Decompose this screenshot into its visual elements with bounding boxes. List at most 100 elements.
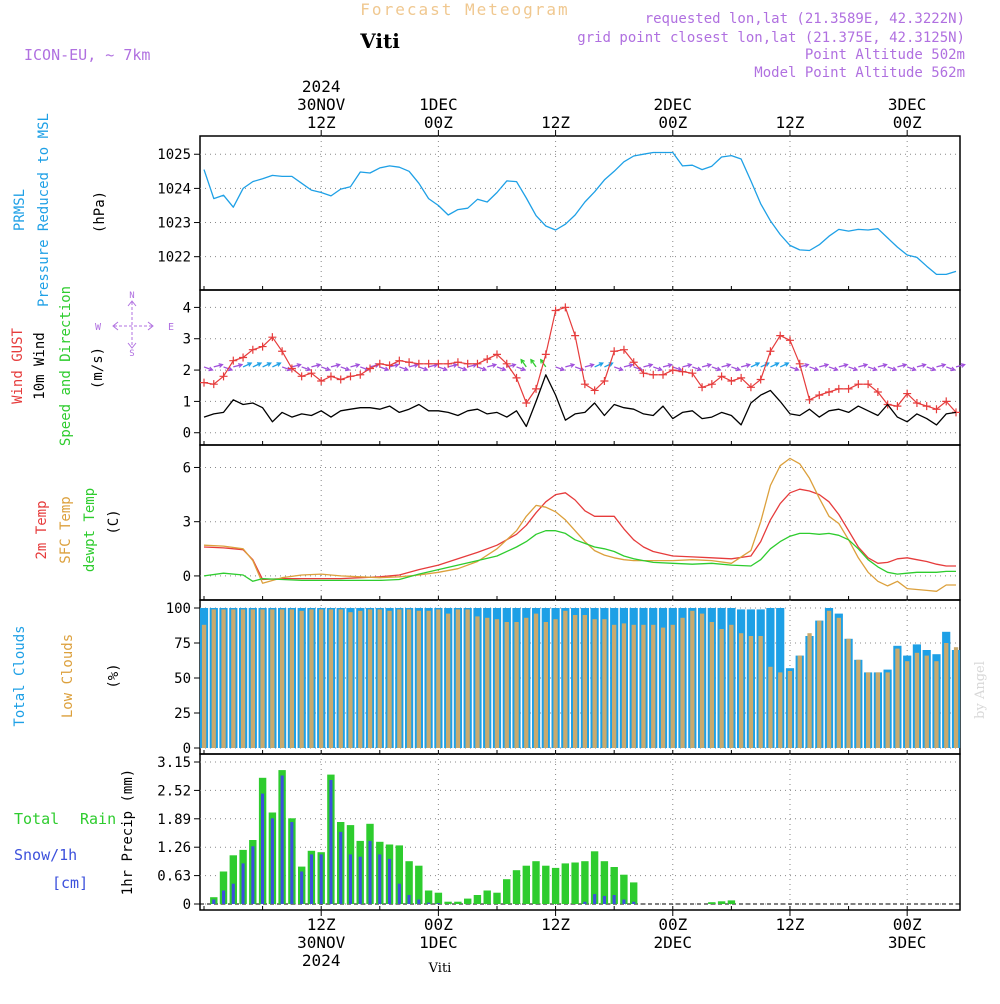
- low-cloud-bar: [885, 672, 890, 748]
- wind-direction-arrow: [643, 363, 653, 368]
- compass-rose: N S W E: [95, 291, 174, 359]
- y-tick-label: 6: [183, 460, 191, 476]
- compass-e: E: [168, 322, 174, 333]
- low-cloud-bar: [856, 659, 861, 748]
- wind-direction-arrowhead: [306, 366, 312, 372]
- low-cloud-bar: [289, 609, 294, 748]
- wind-direction-arrowhead: [911, 366, 917, 372]
- rain-bar: [434, 892, 443, 904]
- super-title: Forecast Meteogram: [360, 0, 569, 19]
- compass-s: S: [129, 349, 134, 359]
- wind-10m-line: [203, 374, 957, 428]
- panel-frame: [199, 135, 961, 291]
- wind-direction-arrow: [897, 363, 907, 368]
- wind-gust-marker: [307, 369, 316, 378]
- wind-gust-marker: [922, 402, 931, 411]
- bottom-time-label: 30NOV: [297, 933, 346, 952]
- low-cloud-bar: [709, 622, 714, 748]
- pressure-line: [203, 151, 957, 276]
- snow-bar: [261, 793, 265, 904]
- wind-gust-marker: [561, 303, 570, 312]
- rain-bar: [532, 861, 540, 904]
- bottom-time-label: 00Z: [893, 915, 922, 934]
- snow-bar: [280, 775, 284, 904]
- wind-gust-marker: [678, 367, 687, 376]
- low-cloud-bar: [739, 633, 744, 748]
- low-cloud-bar: [680, 617, 685, 748]
- y-tick-label: 1025: [157, 147, 191, 163]
- wind-direction-arrow: [467, 363, 477, 368]
- wind-direction-arrow: [936, 363, 946, 368]
- low-cloud-bar: [563, 610, 568, 748]
- rain-bar: [454, 901, 462, 904]
- y-tick-label: 0: [183, 569, 191, 585]
- temp-unit: (C): [106, 509, 122, 534]
- wind-direction-arrowhead: [735, 366, 741, 372]
- snow-bar: [339, 831, 343, 904]
- low-cloud-bar: [553, 619, 558, 748]
- wind-direction-arrowhead: [921, 363, 927, 368]
- snow-bar: [632, 901, 636, 904]
- low-cloud-bar: [944, 643, 949, 748]
- wind-direction-arrow: [623, 363, 633, 368]
- snow-bar: [583, 901, 587, 904]
- wind-gust-marker: [356, 370, 365, 379]
- y-tick-label: 3.15: [157, 755, 191, 771]
- wind-gust-marker: [717, 372, 726, 381]
- panels: 1022 1023 1024 1025 0 1 2 3 4 0 3 6 0 25 50 75 100 0 0.63 1…: [157, 135, 966, 913]
- wind-direction-arrowhead: [648, 363, 654, 368]
- wind-gust-marker: [795, 359, 804, 368]
- y-tick-label: 1022: [157, 250, 191, 266]
- precip-labels: Total Rain Snow/1h [cm] 1hr Precip (mm): [14, 769, 136, 895]
- temp-labels: 2m Temp SFC Temp dewpt Temp (C): [34, 488, 122, 572]
- low-cloud-bar: [729, 624, 734, 748]
- wind-direction-arrowhead: [256, 362, 263, 367]
- wind-direction-arrow: [389, 363, 399, 368]
- wind-direction-arrow: [428, 363, 438, 368]
- wind-gust-marker: [258, 342, 267, 351]
- y-tick-label: 50: [174, 671, 191, 687]
- snow-bar: [348, 854, 352, 904]
- wind-gust-marker: [385, 361, 394, 370]
- wind-direction-arrow: [692, 366, 701, 371]
- rain-bar: [503, 879, 511, 904]
- wind-gust-marker: [688, 369, 697, 378]
- wind-direction-arrow: [613, 366, 623, 371]
- panel-1: 0 1 2 3 4: [183, 289, 966, 446]
- wind-direction-arrow: [252, 362, 262, 368]
- panel-3: 0 25 50 75 100: [166, 599, 961, 757]
- low-cloud-bar: [621, 623, 627, 748]
- y-tick-label: 2.52: [157, 783, 191, 799]
- low-cloud-bar: [524, 617, 529, 748]
- wind-direction-arrowhead: [687, 363, 693, 368]
- wind-direction-arrow: [281, 366, 291, 371]
- low-cloud-bar: [866, 672, 871, 748]
- wind-direction-arrowhead: [520, 358, 525, 364]
- wind-gust-marker: [209, 380, 218, 389]
- wind-direction-arrow: [399, 366, 409, 371]
- wind-labels: Wind GUST 10m Wind Speed and Direction (…: [10, 286, 106, 446]
- rain-bar: [395, 845, 403, 904]
- wind-direction-arrowhead: [345, 366, 351, 372]
- wind-direction-arrow: [530, 359, 537, 368]
- bottom-time-label: 00Z: [424, 915, 453, 934]
- wind-direction-arrowhead: [520, 366, 527, 372]
- watermark: by Angel: [973, 661, 988, 719]
- wind-gust-marker: [414, 359, 423, 368]
- wind-direction-arrowhead: [316, 363, 322, 368]
- low-cloud-bar: [465, 609, 470, 748]
- footer-location: Viti: [428, 961, 452, 976]
- low-cloud-bar: [660, 627, 666, 748]
- pressure-unit: (hPa): [92, 191, 108, 233]
- snow-bar: [417, 899, 421, 904]
- low-cloud-bar: [494, 619, 500, 748]
- snow-bar: [270, 818, 274, 904]
- wind-gust-marker: [590, 386, 599, 395]
- y-tick-label: 1: [183, 394, 191, 410]
- low-cloud-bar: [690, 610, 695, 748]
- wind-gust-marker: [571, 331, 580, 340]
- wind-gust-marker: [776, 331, 785, 340]
- wind-gust-marker: [200, 378, 208, 387]
- precip-rain-label: Rain: [80, 810, 116, 828]
